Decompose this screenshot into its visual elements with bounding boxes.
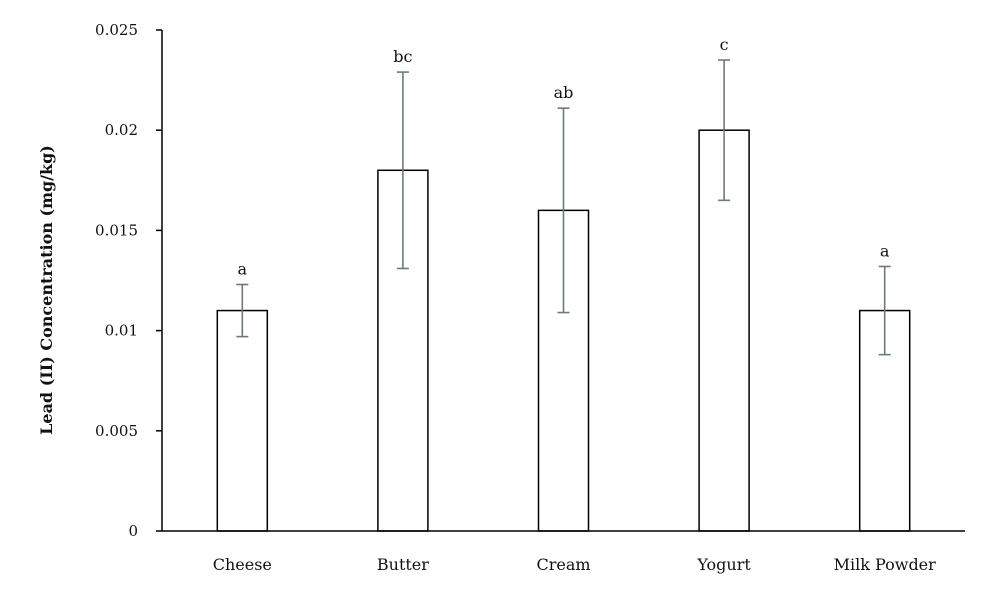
y-axis-title: Lead (II) Concentration (mg/kg) xyxy=(37,145,56,435)
error-bar-cream xyxy=(557,107,570,314)
y-tick-label: 0.025 xyxy=(95,21,138,39)
significance-label: ab xyxy=(554,83,574,102)
significance-label: a xyxy=(880,241,890,260)
significance-label: c xyxy=(720,35,729,54)
x-category-label: Yogurt xyxy=(696,555,751,574)
error-bar-milk-powder xyxy=(878,265,891,356)
error-bars-layer xyxy=(236,59,891,356)
bar-cheese xyxy=(216,309,269,532)
error-bar-cheese xyxy=(236,283,249,338)
axes-layer xyxy=(156,29,965,532)
bar-yogurt xyxy=(698,129,750,532)
x-category-label: Cheese xyxy=(213,555,272,574)
significance-label: bc xyxy=(393,47,412,66)
significance-label: a xyxy=(238,260,248,279)
y-tick-label: 0.015 xyxy=(95,221,138,239)
error-bar-butter xyxy=(396,71,409,270)
y-tick-label: 0.005 xyxy=(95,422,138,440)
y-tick-label: 0.02 xyxy=(105,121,138,139)
x-category-label: Butter xyxy=(377,555,429,574)
y-tick-label: 0 xyxy=(128,522,138,540)
x-category-label: Cream xyxy=(536,555,590,574)
y-tick-label: 0.01 xyxy=(105,322,138,340)
error-bar-yogurt xyxy=(718,59,731,202)
labels-layer: 0 0.005 0.01 0.015 0.02 0.025 Cheese Butter Crea… xyxy=(95,21,936,574)
x-category-label: Milk Powder xyxy=(834,555,937,574)
